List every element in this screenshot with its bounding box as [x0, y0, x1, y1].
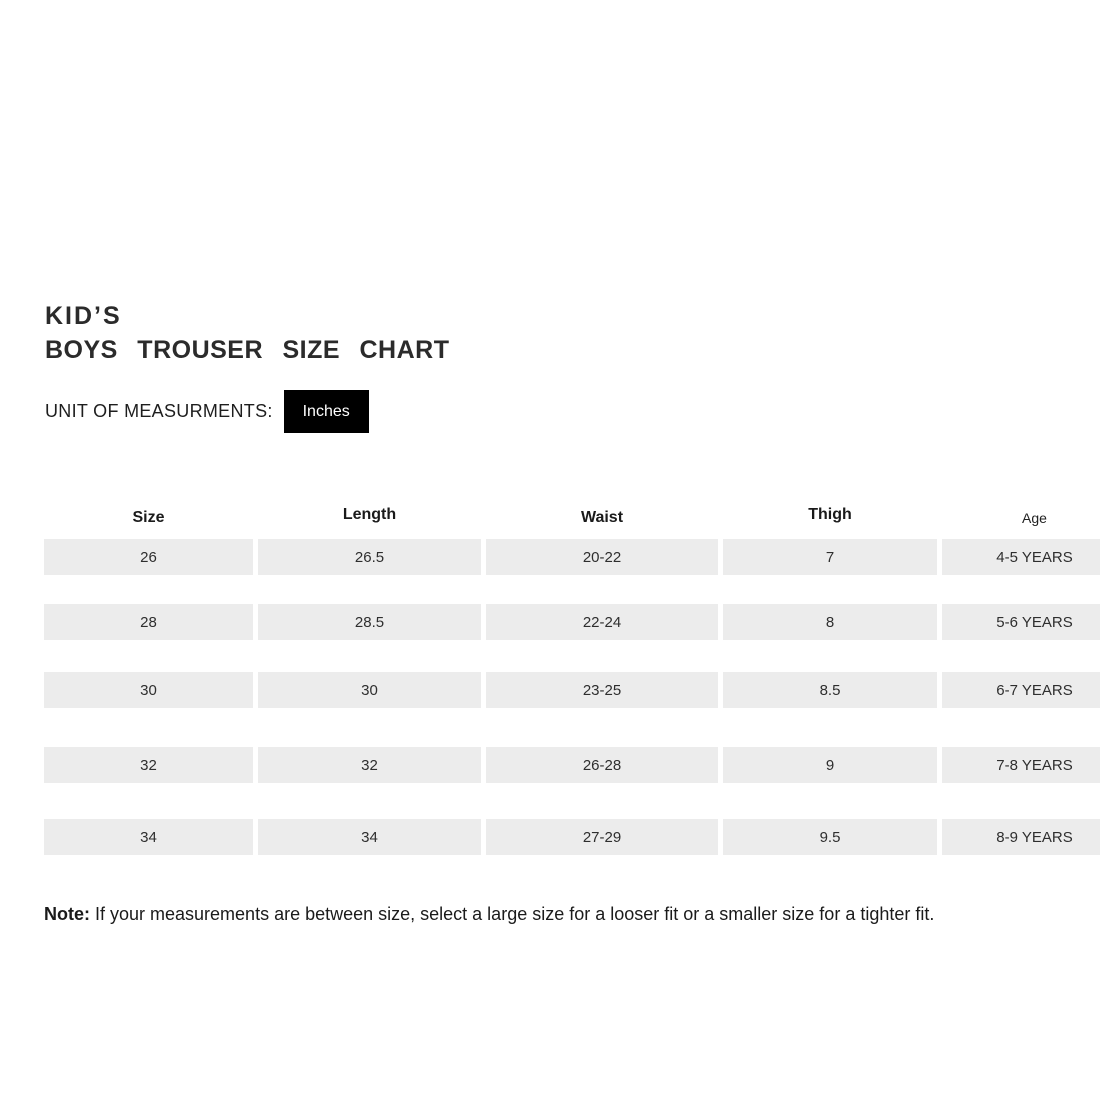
table-cell: 9.5: [723, 819, 937, 855]
column-header-size: Size: [132, 509, 165, 526]
page-title: KID’S BOYS TROUSER SIZE CHART: [45, 300, 449, 367]
table-cell: 9: [723, 747, 937, 783]
column-header-thigh: Thigh: [808, 506, 852, 523]
table-cell: 27-29: [486, 819, 718, 855]
unit-of-measurement-label: UNIT OF MEASURMENTS:: [45, 401, 273, 421]
column-header-waist: Waist: [580, 509, 624, 526]
table-header-row: Size Length Waist Thigh Age: [44, 506, 1100, 530]
table-row: 26 26.5 20-22 7 4-5 YEARS: [44, 539, 1100, 575]
page-title-line2: BOYS TROUSER SIZE CHART: [45, 336, 450, 364]
size-table: Size Length Waist Thigh Age 26 26.5 20-2…: [44, 506, 1100, 884]
table-cell: 8: [723, 604, 937, 640]
table-cell: 20-22: [486, 539, 718, 575]
table-cell: 5-6 YEARS: [942, 604, 1100, 640]
table-row: 32 32 26-28 9 7-8 YEARS: [44, 747, 1100, 783]
table-cell: 28: [44, 604, 253, 640]
table-cell: 23-25: [486, 672, 718, 708]
table-row: 34 34 27-29 9.5 8-9 YEARS: [44, 819, 1100, 855]
table-cell: 22-24: [486, 604, 718, 640]
table-cell: 30: [258, 672, 481, 708]
unit-of-measurement-row: UNIT OF MEASURMENTS: Inches: [45, 390, 369, 433]
table-cell: 26: [44, 539, 253, 575]
table-cell: 7-8 YEARS: [942, 747, 1100, 783]
table-row: 28 28.5 22-24 8 5-6 YEARS: [44, 604, 1100, 640]
table-cell: 32: [44, 747, 253, 783]
table-cell: 28.5: [258, 604, 481, 640]
column-header-age: Age: [1022, 510, 1047, 526]
table-cell: 32: [258, 747, 481, 783]
page-title-line1: KID’S: [45, 302, 122, 330]
table-cell: 8-9 YEARS: [942, 819, 1100, 855]
table-cell: 30: [44, 672, 253, 708]
table-cell: 6-7 YEARS: [942, 672, 1100, 708]
table-row: 30 30 23-25 8.5 6-7 YEARS: [44, 672, 1100, 708]
table-cell: 34: [258, 819, 481, 855]
table-cell: 34: [44, 819, 253, 855]
table-cell: 7: [723, 539, 937, 575]
unit-inches-button[interactable]: Inches: [283, 390, 369, 433]
fit-note: Note: If your measurements are between s…: [44, 903, 974, 927]
column-header-length: Length: [342, 506, 397, 523]
table-cell: 8.5: [723, 672, 937, 708]
fit-note-label: Note:: [44, 904, 90, 924]
fit-note-text: If your measurements are between size, s…: [90, 904, 935, 924]
table-cell: 4-5 YEARS: [942, 539, 1100, 575]
table-cell: 26.5: [258, 539, 481, 575]
table-cell: 26-28: [486, 747, 718, 783]
